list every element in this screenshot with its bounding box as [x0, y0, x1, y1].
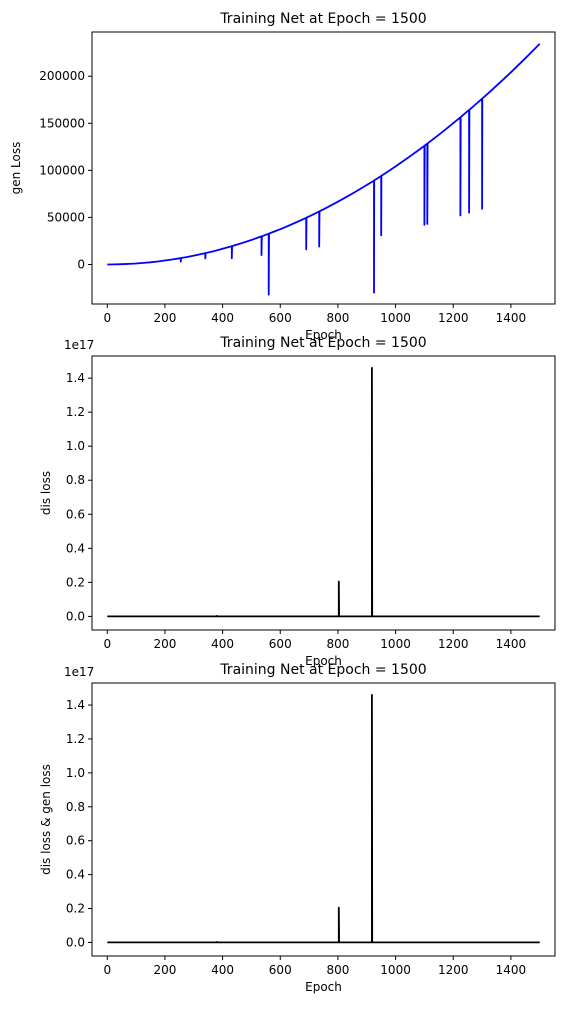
plot-frame — [92, 683, 555, 956]
plot-frame — [92, 356, 555, 630]
y-tick-label: 150000 — [39, 116, 85, 130]
chart-title: Training Net at Epoch = 1500 — [219, 11, 426, 27]
y-tick-label: 1.4 — [66, 698, 85, 712]
x-tick-label: 600 — [269, 311, 292, 325]
y-tick-label: 0.6 — [66, 507, 85, 521]
x-axis-label: Epoch — [305, 980, 342, 994]
axis-offset-label: 1e17 — [64, 338, 94, 352]
x-tick-label: 200 — [153, 637, 176, 651]
y-tick-label: 0.4 — [66, 868, 85, 882]
y-tick-label: 0.2 — [66, 575, 85, 589]
y-tick-label: 0 — [77, 257, 85, 271]
chart-2: 0 200 400 600 800 1000 1200 1400 0.0 0.2 0.4 0.6 0.8… — [39, 335, 555, 668]
y-tick-label: 1.4 — [66, 371, 85, 385]
y-tick-label: 0.0 — [66, 935, 85, 949]
x-tick-label: 1000 — [380, 637, 411, 651]
x-tick-label: 0 — [103, 637, 111, 651]
chart-title: Training Net at Epoch = 1500 — [219, 335, 426, 351]
plot-frame — [92, 32, 555, 304]
y-tick-label: 200000 — [39, 69, 85, 83]
x-tick-label: 200 — [153, 311, 176, 325]
x-tick-label: 600 — [269, 963, 292, 977]
y-tick-label: 1.0 — [66, 766, 85, 780]
y-tick-label: 0.4 — [66, 541, 85, 555]
y-tick-label: 0.6 — [66, 834, 85, 848]
y-tick-label: 100000 — [39, 163, 85, 177]
x-tick-label: 1400 — [496, 637, 527, 651]
chart-3: 0 200 400 600 800 1000 1200 1400 0.0 0.2 0.4 0.6 0.8… — [39, 662, 555, 994]
x-tick-label: 1200 — [438, 311, 469, 325]
x-tick-label: 1400 — [496, 963, 527, 977]
x-tick-label: 400 — [211, 637, 234, 651]
x-tick-label: 1200 — [438, 637, 469, 651]
axis-offset-label: 1e17 — [64, 665, 94, 679]
y-tick-label: 0.0 — [66, 609, 85, 623]
y-tick-label: 0.8 — [66, 800, 85, 814]
y-tick-label: 1.2 — [66, 732, 85, 746]
x-tick-label: 600 — [269, 637, 292, 651]
x-tick-label: 0 — [103, 963, 111, 977]
y-tick-label: 1.2 — [66, 405, 85, 419]
y-tick-label: 1.0 — [66, 439, 85, 453]
series-line — [107, 368, 539, 617]
x-tick-label: 1000 — [380, 311, 411, 325]
y-tick-label: 0.8 — [66, 473, 85, 487]
x-tick-label: 800 — [326, 311, 349, 325]
y-tick-label: 50000 — [47, 210, 85, 224]
y-axis-label: dis loss & gen loss — [39, 764, 53, 875]
x-tick-label: 800 — [326, 637, 349, 651]
x-tick-label: 200 — [153, 963, 176, 977]
x-tick-label: 400 — [211, 311, 234, 325]
x-tick-label: 800 — [326, 963, 349, 977]
x-tick-label: 1000 — [380, 963, 411, 977]
series-line — [107, 695, 539, 943]
y-tick-label: 0.2 — [66, 902, 85, 916]
x-tick-label: 1200 — [438, 963, 469, 977]
x-tick-label: 400 — [211, 963, 234, 977]
chart-1: 0 200 400 600 800 1000 1200 1400 0 50000 100000 150… — [9, 11, 555, 342]
y-axis-label: dis loss — [39, 471, 53, 515]
series-line — [107, 44, 539, 295]
y-axis-label: gen Loss — [9, 142, 23, 195]
x-tick-label: 0 — [103, 311, 111, 325]
x-tick-label: 1400 — [496, 311, 527, 325]
chart-title: Training Net at Epoch = 1500 — [219, 662, 426, 678]
